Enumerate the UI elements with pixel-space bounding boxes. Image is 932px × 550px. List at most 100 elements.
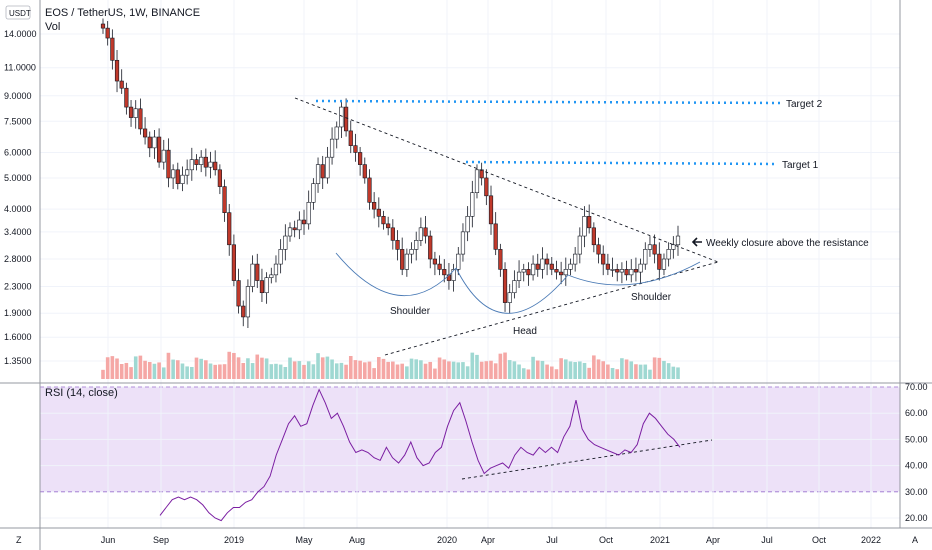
right-shoulder-label: Shoulder [631,292,672,303]
volume-bar [456,362,461,379]
auto-scale-right-button[interactable]: A [912,535,918,545]
currency-badge[interactable] [5,5,31,20]
price-tick-label: 11.0000 [4,63,36,73]
auto-scale-left-button[interactable]: Z [16,535,22,545]
candle-body [376,208,381,217]
candle-body [568,263,573,270]
symbol-title[interactable]: EOS / TetherUS, 1W, BINANCE [45,7,200,19]
volume-bars [101,351,680,379]
volume-bar [161,367,166,379]
volume-bar [147,362,152,379]
candle-body [647,244,653,250]
candle-body [661,258,667,270]
candle-body [301,219,307,225]
volume-bar [676,367,680,379]
volume-bar [152,363,157,379]
volume-bar [316,353,320,379]
candle-body [404,253,409,270]
candle-body [591,227,596,246]
time-tick-label: Aug [349,535,365,545]
volume-bar [493,363,498,379]
candle-body [395,240,400,250]
candle-body [152,136,157,149]
volume-bar [391,361,395,379]
candle-body [470,192,475,217]
candle-body [400,249,405,270]
volume-bar [475,354,479,379]
candle-body [320,164,325,179]
volume-bar [447,361,451,379]
time-tick-label: Oct [812,535,827,545]
pattern-drawings [294,97,783,480]
candle-body [516,271,522,281]
volume-bar [461,362,465,379]
candle-body [348,130,353,146]
volume-bar [419,360,423,379]
volume-bar [540,360,545,379]
time-tick-label: Jul [761,535,773,545]
candle-body [180,174,185,184]
candle-body [334,126,339,140]
volume-bar [409,358,414,379]
candle-body [573,253,578,265]
resistance-trendline [294,97,719,263]
volume-bar [348,356,353,379]
volume-bar [428,361,433,379]
candle-body [189,159,194,171]
candle-body [605,263,610,270]
volume-bar [559,358,563,379]
rsi-tick-label: 30.00 [905,487,928,497]
candle-body [414,240,419,250]
volume-bar [204,360,208,379]
candle-body [231,244,236,281]
candle-body [610,269,615,271]
volume-bar [241,363,246,379]
candle-body [124,87,129,108]
volume-bar [180,363,185,379]
volume-bar [255,354,260,379]
candle-body [213,161,218,171]
volume-bar [283,367,288,379]
volume-bar [479,361,484,379]
candle-body [255,263,260,281]
volume-bar [334,363,339,379]
candle-body [166,149,171,179]
candle-body [484,177,489,197]
candle-body [269,274,274,278]
volume-bar [274,363,278,379]
volume-bar [606,364,610,379]
time-tick-label: Oct [599,535,614,545]
target1-label: Target 1 [782,160,819,171]
time-tick-label: Apr [481,535,495,545]
candle-body [675,235,681,246]
candle-body [512,280,517,294]
price-tick-label: 7.5000 [4,116,32,126]
volume-bar [246,358,250,379]
candle-body [114,59,120,82]
candle-body [465,216,470,233]
time-tick-label: Sep [153,535,169,545]
volume-bar [320,357,325,379]
volume-bar [433,368,437,379]
volume-bar [250,363,255,379]
candle-body [559,271,564,276]
candle-body [227,212,232,246]
price-tick-label: 2.3000 [4,282,32,292]
volume-bar [199,358,203,379]
resistance-note: Weekly closure above the resistance [706,238,869,249]
rsi-label[interactable]: RSI (14, close) [45,387,118,399]
volume-bar [288,357,292,379]
candle-body [100,23,106,29]
candle-body [297,219,302,231]
candle-body [372,202,377,210]
volume-bar [526,369,531,379]
volume-bar [629,361,634,379]
volume-bar [545,364,549,379]
time-tick-label: 2021 [650,535,670,545]
candle-body [456,253,461,270]
candle-body [119,80,124,89]
volume-bar [232,352,236,379]
candle-body [156,136,162,163]
candle-body [241,305,246,318]
volume-bar [638,364,643,379]
